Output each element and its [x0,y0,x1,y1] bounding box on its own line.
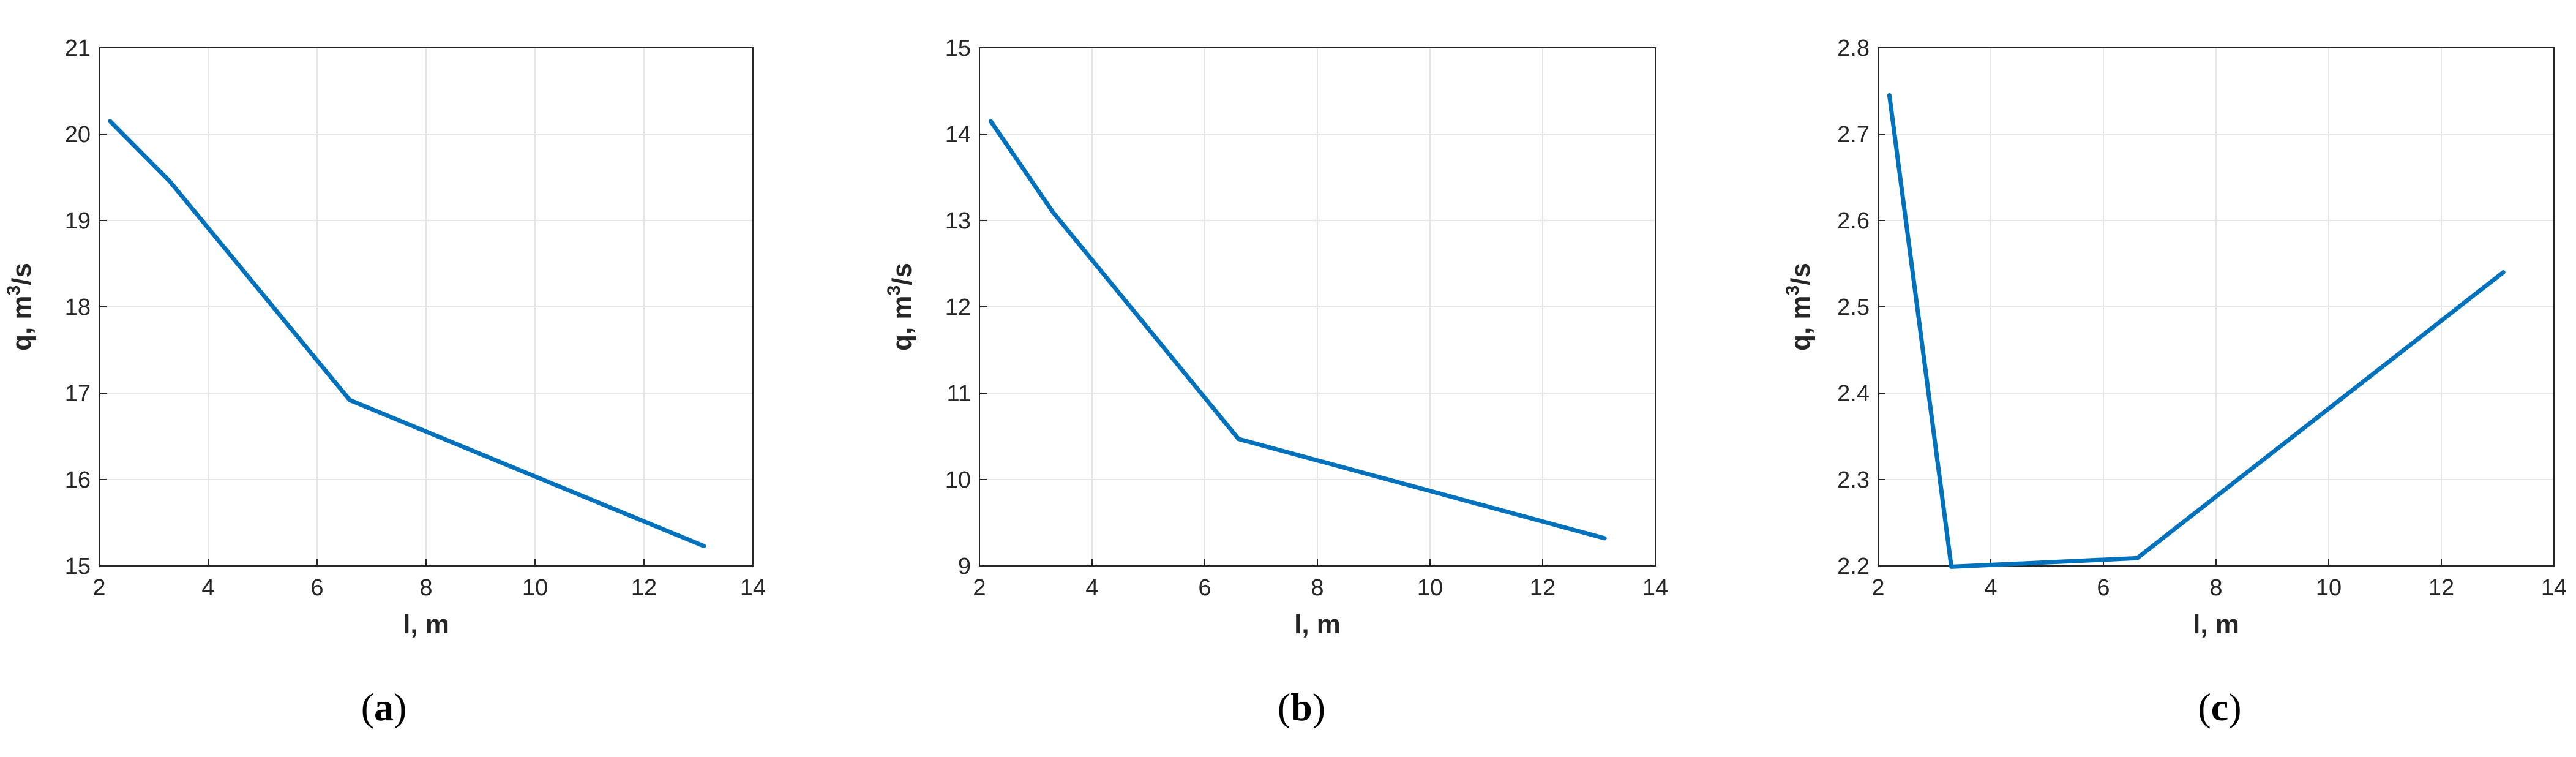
y-tick-label: 13 [945,208,971,234]
y-tick-label: 14 [945,122,971,148]
x-tick-label: 12 [1530,575,1556,601]
panel-a-caption: (a) [361,685,407,729]
x-tick-label: 10 [1417,575,1443,601]
x-tick-label: 4 [1984,575,1997,601]
y-tick-label: 10 [945,467,971,493]
panel-a: 2 4 6 8 10 12 14 15 16 17 18 19 20 21 l, m q, m3/s [4,36,766,639]
x-tick-label: 6 [1198,575,1211,601]
y-tick-label: 17 [65,381,91,407]
y-tick-label: 15 [945,36,971,61]
x-tick-label: 2 [1871,575,1884,601]
series-line [1887,93,2506,569]
x-tick-label: 6 [310,575,323,601]
y-tick-label: 15 [65,554,91,579]
panel-b: 2 4 6 8 10 12 14 9 10 11 12 13 14 15 l, m q, m3/s [884,36,1668,639]
y-tick-label: 18 [65,295,91,320]
panel-b-caption: (b) [1277,685,1326,729]
y-tick-label: 2.3 [1837,467,1870,493]
x-tick-label: 10 [2316,575,2342,601]
y-tick-label: 2.5 [1837,295,1870,320]
x-tick-label: 12 [631,575,657,601]
y-tick-label: 2.2 [1837,554,1870,579]
y-tick-label: 2.7 [1837,122,1870,148]
x-tick-label: 6 [2097,575,2110,601]
y-tick-label: 21 [65,36,91,61]
x-tick-label: 2 [973,575,986,601]
x-tick-label: 12 [2428,575,2454,601]
x-tick-label: 2 [92,575,105,601]
y-tick-label: 20 [65,122,91,148]
x-tick-label: 14 [740,575,766,601]
x-tick-label: 14 [1642,575,1668,601]
x-axis-label: l, m [1294,609,1341,639]
x-tick-label: 4 [201,575,214,601]
series-line [108,119,706,549]
y-tick-label: 9 [958,554,971,579]
y-tick-label: 2.6 [1837,208,1870,234]
y-tick-label: 12 [945,295,971,320]
y-axis-label: q, m3/s [4,263,37,351]
x-tick-label: 8 [419,575,432,601]
y-tick-label: 16 [65,467,91,493]
y-tick-label: 19 [65,208,91,234]
y-tick-label: 2.8 [1837,36,1870,61]
y-tick-label: 2.4 [1837,381,1870,407]
panel-c-caption: (c) [2198,685,2242,729]
series-line [988,119,1607,541]
y-axis-label: q, m3/s [884,263,917,351]
x-axis-label: l, m [2193,609,2239,639]
y-tick-label: 11 [947,381,971,407]
y-axis-label: q, m3/s [1783,263,1816,351]
x-tick-label: 10 [522,575,548,601]
x-tick-label: 4 [1085,575,1098,601]
panel-c: 2 4 6 8 10 12 14 2.2 2.3 2.4 2.5 2.6 2.7 2.8 l, m q, m3… [1783,36,2567,639]
x-tick-label: 14 [2541,575,2567,601]
x-axis-label: l, m [403,609,449,639]
x-tick-label: 8 [2209,575,2222,601]
x-tick-label: 8 [1311,575,1324,601]
